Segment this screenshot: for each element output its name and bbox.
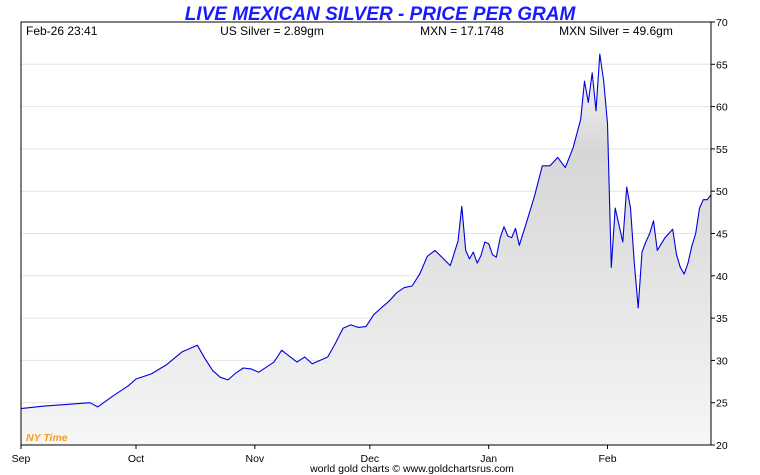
header-mxn-silver: MXN Silver = 49.6gm bbox=[559, 24, 673, 38]
header-timestamp: Feb-26 23:41 bbox=[26, 24, 98, 38]
y-tick-label: 20 bbox=[716, 440, 728, 452]
x-tick-label: Jan bbox=[480, 453, 497, 465]
y-tick-label: 30 bbox=[716, 355, 728, 367]
x-tick-label: Dec bbox=[360, 453, 379, 465]
y-tick-label: 50 bbox=[716, 186, 728, 198]
y-tick-label: 40 bbox=[716, 271, 728, 283]
y-tick-label: 60 bbox=[716, 102, 728, 114]
chart-title: LIVE MEXICAN SILVER - PRICE PER GRAM bbox=[185, 4, 577, 25]
y-tick-label: 70 bbox=[716, 17, 728, 29]
header-us-silver: US Silver = 2.89gm bbox=[220, 24, 324, 38]
header-mxn-rate: MXN = 17.1748 bbox=[420, 24, 504, 38]
y-tick-label: 65 bbox=[716, 59, 728, 71]
x-tick-label: Feb bbox=[598, 453, 616, 465]
x-tick-label: Sep bbox=[12, 453, 31, 465]
y-tick-label: 45 bbox=[716, 229, 728, 241]
y-tick-label: 35 bbox=[716, 313, 728, 325]
y-axis: 20 25 30 35 40 45 50 55 60 65 70 bbox=[711, 17, 728, 452]
y-tick-label: 25 bbox=[716, 398, 728, 410]
x-tick-label: Oct bbox=[128, 453, 144, 465]
source-credit: world gold charts © www.goldchartsrus.co… bbox=[309, 463, 514, 475]
x-axis: Sep Oct Nov Dec Jan Feb bbox=[12, 445, 617, 465]
y-tick-label: 55 bbox=[716, 144, 728, 156]
price-line bbox=[20, 53, 712, 410]
x-tick-label: Nov bbox=[245, 453, 264, 465]
time-zone-note: NY Time bbox=[26, 432, 68, 444]
price-area-fill bbox=[21, 54, 711, 445]
